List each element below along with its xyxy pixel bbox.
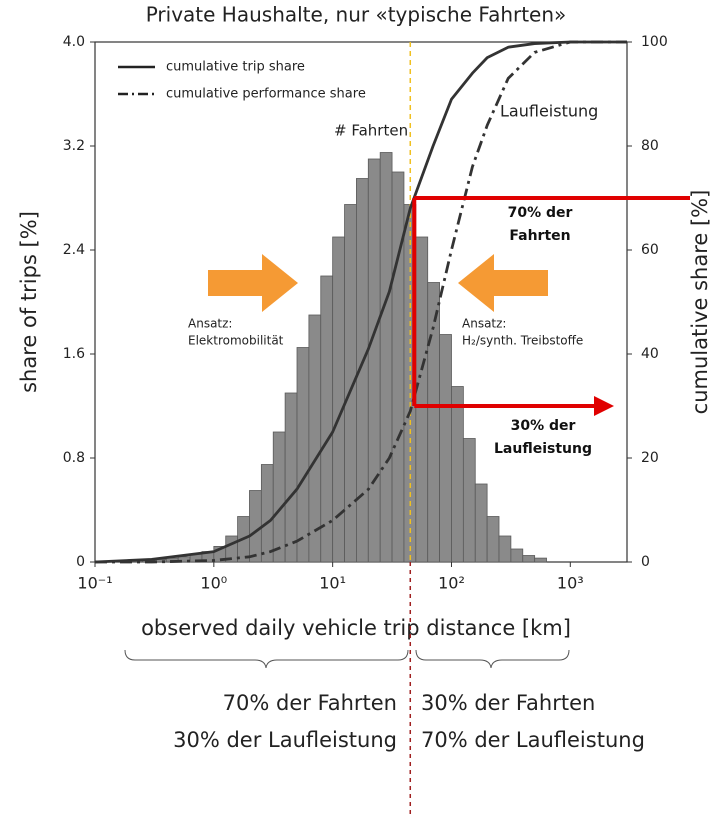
brace: [124, 649, 409, 669]
bar: [367, 158, 381, 563]
y-tick-label: 1.6: [63, 346, 85, 362]
bar: [451, 386, 464, 563]
x-tick-label: 10¹: [319, 574, 346, 593]
x-tick-label: 10³: [557, 574, 584, 593]
annotation: 30% der Laufleistung: [173, 728, 397, 752]
y2-tick-label: 100: [641, 34, 668, 50]
legend-label: cumulative trip share: [166, 60, 305, 75]
y2-tick-label: 0: [641, 554, 650, 570]
annotation: 70% der Fahrten: [223, 691, 397, 715]
bar: [510, 548, 524, 563]
annotation: Elektromobilität: [188, 334, 284, 348]
x-axis-label: observed daily vehicle trip distance [km…: [141, 616, 571, 640]
arrow-right: [208, 254, 298, 312]
annotation: Fahrten: [509, 228, 570, 244]
x-tick-label: 10²: [438, 574, 465, 593]
y-tick-label: 0.8: [63, 450, 85, 466]
annotation: 70% der Laufleistung: [421, 728, 645, 752]
y-tick-label: 0: [76, 554, 85, 570]
line: [95, 40, 627, 564]
y-tick-label: 3.2: [63, 138, 85, 154]
y-tick-label: 4.0: [63, 34, 85, 50]
bar: [474, 483, 488, 563]
y2-axis-label: cumulative share [%]: [688, 190, 712, 415]
arrow-left: [458, 254, 548, 312]
annotation: Ansatz:: [188, 317, 232, 331]
bar: [486, 516, 500, 563]
bar: [522, 555, 536, 563]
annotation: Laufleistung: [500, 102, 598, 121]
line: [94, 40, 627, 564]
bar: [391, 171, 405, 563]
legend: cumulative trip share cumulative perform…: [118, 60, 366, 102]
y2-tick-label: 60: [641, 242, 659, 258]
y-axis-label: share of trips [%]: [17, 211, 41, 393]
bar: [308, 314, 322, 563]
bar: [249, 490, 262, 563]
bar: [272, 431, 286, 563]
bar: [320, 275, 334, 563]
y2-tick-label: 40: [641, 346, 659, 362]
bar: [260, 464, 274, 563]
bar: [296, 347, 310, 563]
annotation: 30% der: [511, 418, 576, 434]
bar: [415, 236, 429, 563]
brace: [415, 649, 570, 669]
bar: [498, 535, 512, 563]
x-tick-label: 10⁻¹: [77, 574, 112, 593]
bar: [439, 334, 452, 563]
bar: [379, 152, 393, 563]
annotation: 70% der: [508, 205, 573, 221]
annotation: # Fahrten: [334, 122, 408, 140]
annotation: Ansatz:: [462, 317, 506, 331]
annotation: H₂/synth. Treibstoffe: [462, 334, 583, 348]
annotation: 30% der Fahrten: [421, 691, 595, 715]
y2-tick-label: 80: [641, 138, 659, 154]
x-tick-label: 10⁰: [200, 574, 227, 593]
chart-title: Private Haushalte, nur «typische Fahrten…: [146, 3, 567, 27]
y2-tick-label: 20: [641, 450, 659, 466]
bar: [534, 557, 547, 563]
bar: [284, 392, 298, 563]
bar: [462, 438, 476, 563]
legend-label: cumulative performance share: [166, 87, 366, 102]
annotation: Laufleistung: [494, 441, 592, 457]
bar: [427, 282, 440, 563]
y-tick-label: 2.4: [63, 242, 85, 258]
